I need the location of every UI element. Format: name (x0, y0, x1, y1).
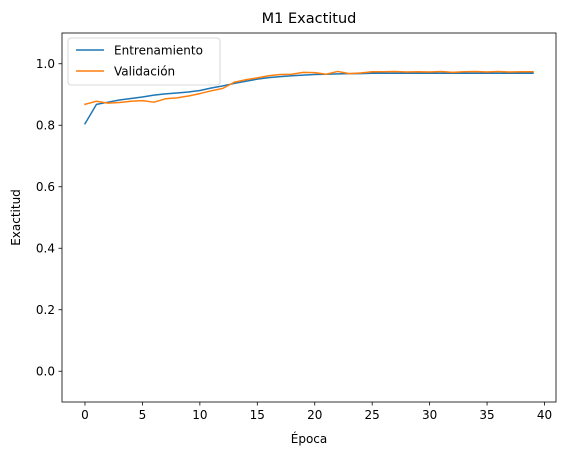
x-tick-label: 40 (537, 408, 552, 422)
x-tick-label: 30 (422, 408, 437, 422)
legend: Entrenamiento Validación (67, 37, 221, 86)
x-tick-label: 20 (307, 408, 322, 422)
series-layer (83, 70, 534, 125)
series-line-entrenamiento (83, 72, 534, 125)
x-tick-label: 25 (365, 408, 380, 422)
y-tick-label: 0.2 (36, 303, 55, 317)
y-axis-ticks: 0.0 0.2 0.4 0.6 0.8 1.0 (36, 57, 62, 379)
series-line-validacion (84, 70, 534, 106)
x-tick-label: 5 (139, 408, 147, 422)
x-tick-label: 0 (81, 408, 89, 422)
legend-label-validacion: Validación (114, 65, 175, 79)
y-tick-label: 1.0 (36, 57, 55, 71)
x-tick-label: 15 (250, 408, 265, 422)
y-tick-label: 0.6 (36, 180, 55, 194)
x-tick-label: 10 (192, 408, 207, 422)
y-tick-label: 0.4 (36, 242, 55, 256)
legend-box (67, 37, 221, 86)
chart-title: M1 Exactitud (262, 11, 357, 27)
y-tick-label: 0.8 (36, 119, 55, 133)
plot-area (62, 33, 556, 402)
y-axis-label: Exactitud (9, 189, 23, 246)
legend-label-entrenamiento: Entrenamiento (114, 44, 203, 58)
y-tick-label: 0.0 (36, 365, 55, 379)
x-axis-ticks: 0 5 10 15 20 25 30 35 40 (81, 402, 552, 422)
x-tick-label: 35 (479, 408, 494, 422)
x-axis-label: Época (291, 431, 328, 446)
plot-frame (61, 32, 557, 403)
